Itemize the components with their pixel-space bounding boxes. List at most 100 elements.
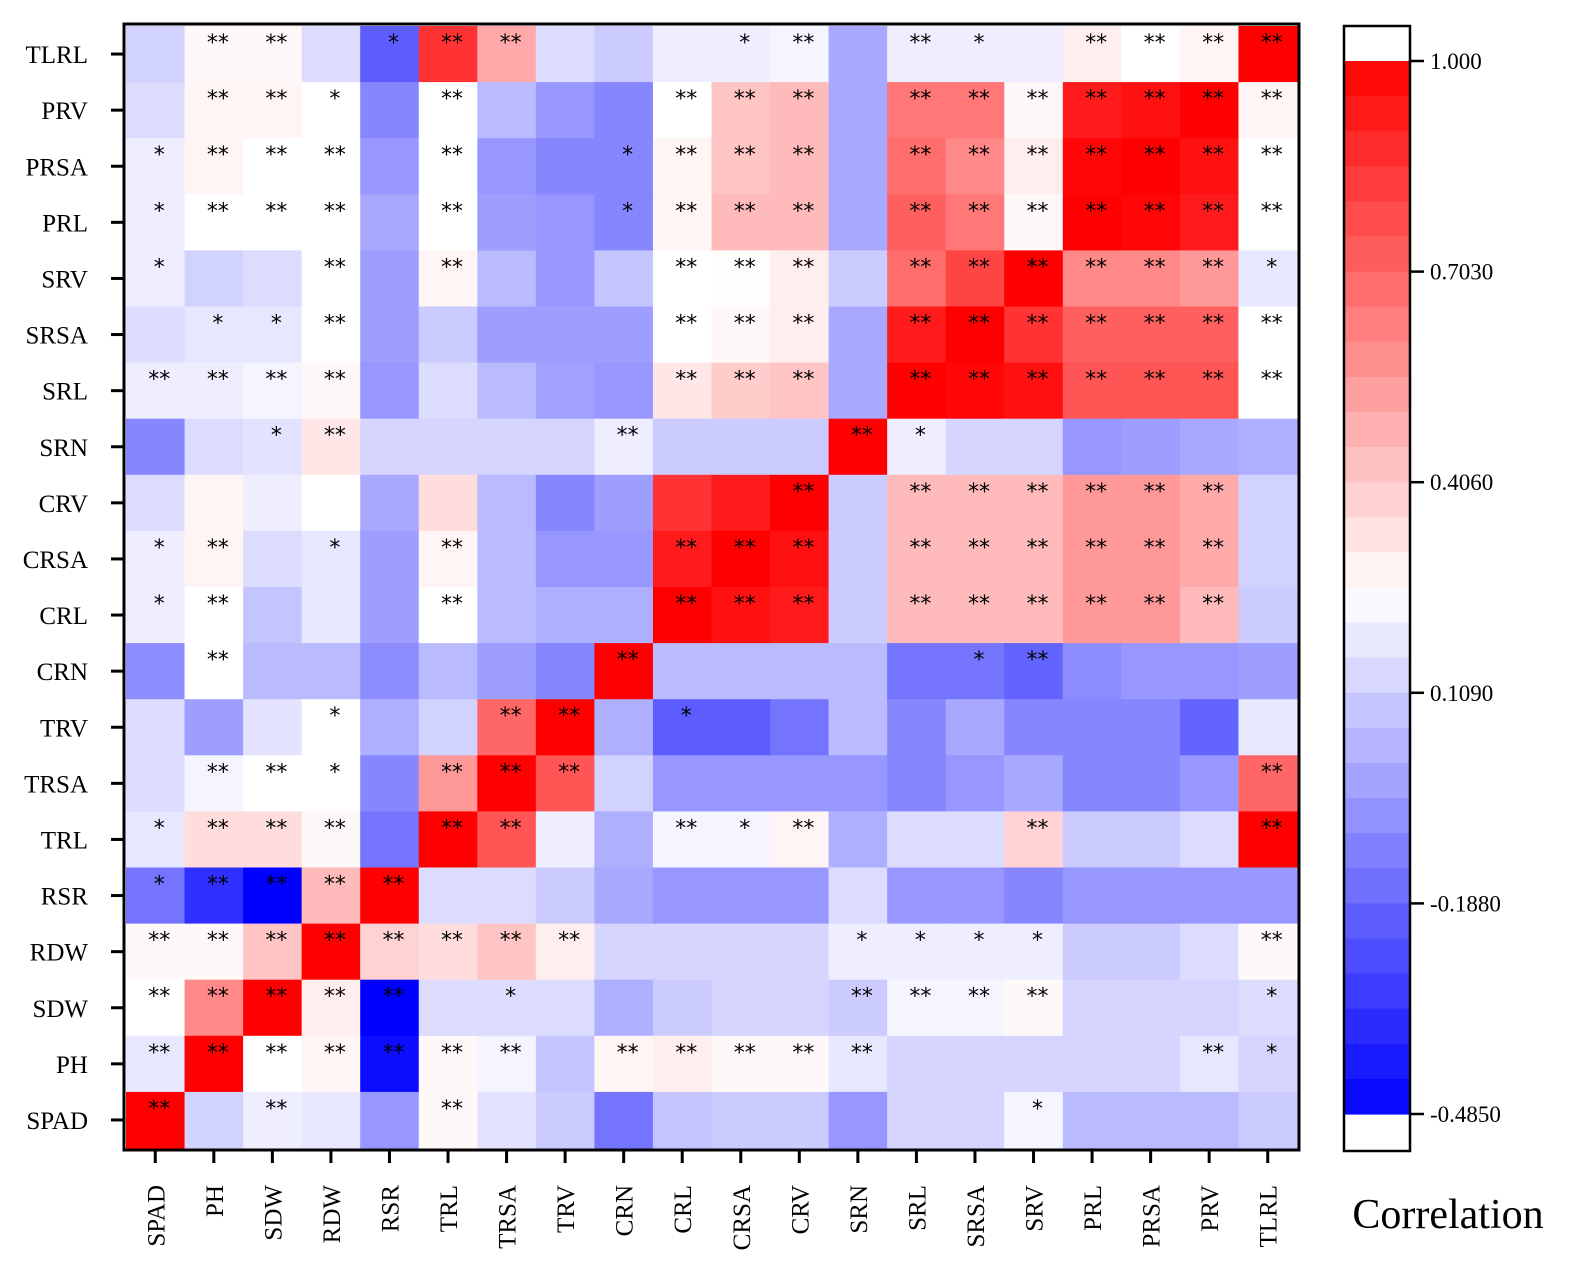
heatmap-cell [184,587,244,644]
heatmap-cell [243,362,303,420]
significance-mark: ** [968,199,990,224]
significance-mark: ** [968,536,990,561]
heatmap-cell [184,418,244,476]
colorbar-band [1344,412,1410,448]
significance-mark: * [329,536,340,561]
colorbar-band [1344,727,1410,764]
heatmap-cell [1238,699,1298,756]
heatmap-cell [770,699,830,756]
heatmap-cell [301,418,361,476]
heatmap-cell [301,530,361,588]
heatmap-cell [1004,867,1064,925]
significance-mark: ** [968,368,990,393]
heatmap-cell [652,979,713,1037]
heatmap-cell [126,530,186,588]
significance-mark: ** [207,87,229,112]
significance-mark: ** [1261,312,1283,337]
significance-mark: ** [441,1097,463,1122]
heatmap-cell [711,418,771,476]
significance-mark: ** [500,760,522,785]
heatmap-cell [535,362,595,420]
heatmap-cell [1062,250,1122,308]
significance-mark: ** [324,424,346,449]
heatmap-cell [301,811,361,869]
heatmap-cell [828,194,888,251]
colorbar-band [1344,868,1410,904]
heatmap-cell [1179,1035,1240,1093]
heatmap-cell [126,979,186,1037]
heatmap-cell [184,1091,244,1149]
heatmap-cells [126,26,1298,1149]
heatmap-cell [945,699,1005,756]
heatmap-cell [418,82,478,139]
heatmap-cell [1238,1035,1298,1093]
heatmap-cell [1121,26,1181,83]
heatmap-cell [360,138,420,195]
heatmap-cell [360,26,420,83]
column-label: TRV [553,1185,580,1233]
significance-mark: ** [207,873,229,898]
heatmap-cell [1179,26,1240,83]
heatmap-cell [711,250,771,308]
heatmap-cell [418,587,478,644]
heatmap-cell [652,194,713,251]
heatmap-cell [243,194,303,251]
heatmap-cell [418,699,478,756]
heatmap-cell [184,362,244,420]
significance-mark: ** [324,1041,346,1066]
heatmap-cell [360,530,420,588]
heatmap-cell [418,362,478,420]
heatmap-cell [1238,979,1298,1037]
significance-mark: ** [617,424,639,449]
column-label: SRSA [963,1185,990,1248]
heatmap-cell [594,362,654,420]
heatmap-cell [945,867,1005,925]
heatmap-cell [1179,1091,1240,1149]
heatmap-cell [711,194,771,251]
significance-mark: ** [265,816,287,841]
heatmap-cell [418,418,478,476]
significance-mark: * [154,816,165,841]
significance-mark: ** [909,312,931,337]
heatmap-cell [477,26,537,83]
significance-mark: ** [1202,536,1224,561]
significance-mark: ** [265,1041,287,1066]
significance-mark: ** [734,87,756,112]
heatmap-cell [184,923,244,981]
heatmap-cell [1004,699,1064,756]
column-label: PRSA [1139,1185,1166,1248]
heatmap-cell [1238,82,1298,139]
heatmap-cell [652,867,713,925]
row-label: SRV [41,266,88,293]
heatmap-cell [828,755,888,812]
significance-mark: ** [1085,143,1107,168]
colorbar-band [1344,552,1410,589]
heatmap-cell [535,979,595,1037]
significance-mark: * [271,424,282,449]
significance-mark: ** [382,929,404,954]
heatmap-cell [652,138,713,195]
heatmap-cell [243,979,303,1037]
row-label: SRL [42,379,88,406]
significance-mark: ** [1027,985,1049,1010]
row-label: RDW [30,940,89,967]
heatmap-cell [594,530,654,588]
heatmap-cell [184,194,244,251]
heatmap-cell [301,1091,361,1149]
heatmap-cell [887,587,947,644]
plot-frame [122,22,1301,1152]
heatmap-cell [535,867,595,925]
heatmap-cell [1121,923,1181,981]
heatmap-cell [711,530,771,588]
significance-mark: ** [909,985,931,1010]
heatmap-cell [184,138,244,195]
significance-mark: ** [792,480,814,505]
row-label: SRSA [25,323,88,350]
significance-mark: ** [1144,536,1166,561]
significance-mark: ** [1027,480,1049,505]
colorbar-band [1344,1043,1410,1080]
significance-mark: ** [734,1041,756,1066]
significance-mark: ** [1202,1041,1224,1066]
significance-mark: ** [558,760,580,785]
heatmap-cell [887,306,947,364]
